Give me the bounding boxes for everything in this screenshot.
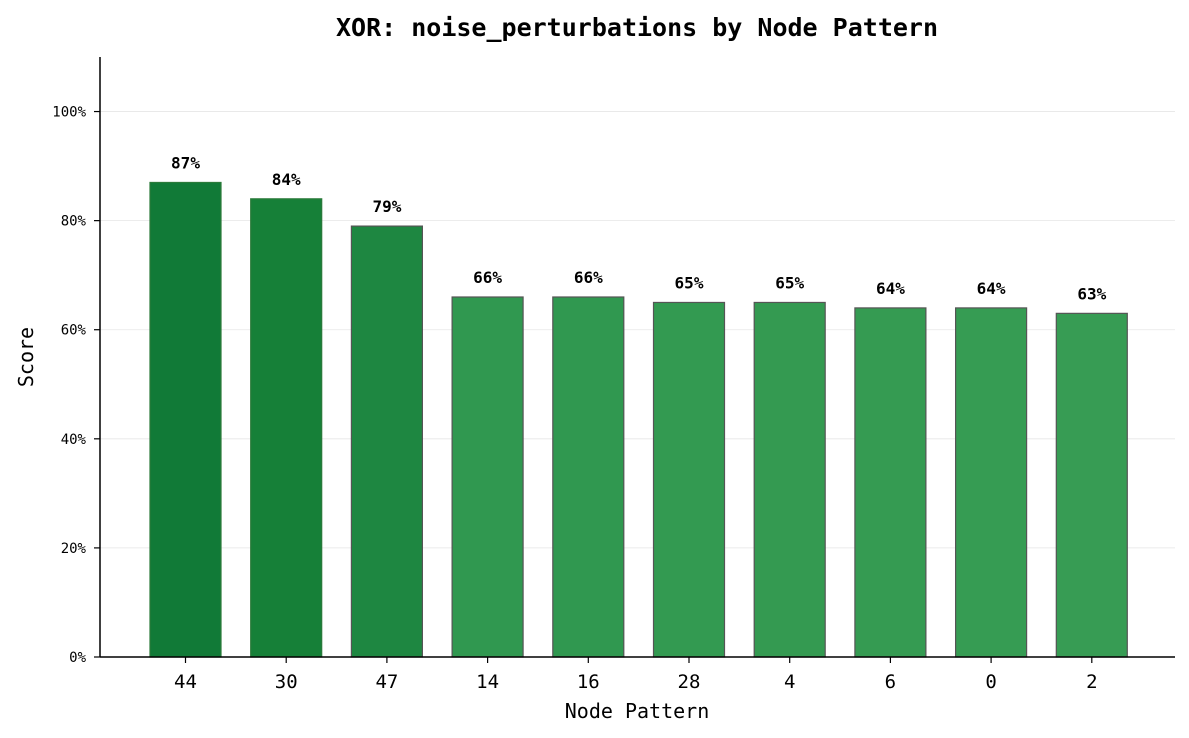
x-tick-label: 0 [985, 671, 996, 693]
x-axis: 44 30 47 14 16 28 4 6 0 2 [100, 656, 1175, 693]
bars [149, 181, 1128, 658]
data-label: 65% [775, 273, 804, 292]
data-label: 63% [1077, 284, 1106, 303]
data-labels: 87% 84% 79% 66% 66% 65% 65% 64% 64% 63% [171, 153, 1107, 303]
y-tick-label: 100% [52, 105, 86, 121]
data-label: 66% [473, 268, 502, 287]
x-tick-label: 44 [174, 671, 197, 693]
bar [350, 225, 423, 658]
x-tick-label: 6 [885, 671, 896, 693]
y-tick-label: 40% [61, 432, 87, 448]
y-axis-label: Score [14, 327, 38, 387]
bar [854, 307, 927, 658]
y-tick-label: 20% [61, 541, 87, 557]
bar [451, 296, 524, 658]
bar [552, 296, 625, 658]
bar [1055, 312, 1128, 658]
bar [954, 307, 1028, 658]
x-tick-label: 30 [275, 671, 298, 693]
x-tick-label: 47 [375, 671, 398, 693]
bar [652, 301, 726, 658]
x-tick-label: 2 [1086, 671, 1097, 693]
y-tick-label: 60% [61, 323, 87, 339]
data-label: 65% [675, 273, 704, 292]
x-axis-label: Node Pattern [565, 699, 710, 723]
data-label: 64% [876, 279, 905, 298]
data-label: 64% [977, 279, 1006, 298]
data-label: 87% [171, 153, 200, 172]
x-tick-label: 14 [476, 671, 499, 693]
x-tick-label: 4 [784, 671, 795, 693]
y-axis: 0% 20% 40% 60% 80% 100% [52, 57, 101, 666]
data-label: 84% [272, 170, 301, 189]
x-tick-label: 16 [577, 671, 600, 693]
y-tick-label: 0% [69, 650, 86, 666]
bar [250, 198, 323, 658]
data-label: 79% [372, 197, 401, 216]
data-label: 66% [574, 268, 603, 287]
x-tick-label: 28 [678, 671, 701, 693]
chart-title: XOR: noise_perturbations by Node Pattern [336, 13, 938, 42]
y-tick-label: 80% [61, 214, 87, 230]
bar [753, 301, 826, 658]
bar [149, 181, 222, 658]
